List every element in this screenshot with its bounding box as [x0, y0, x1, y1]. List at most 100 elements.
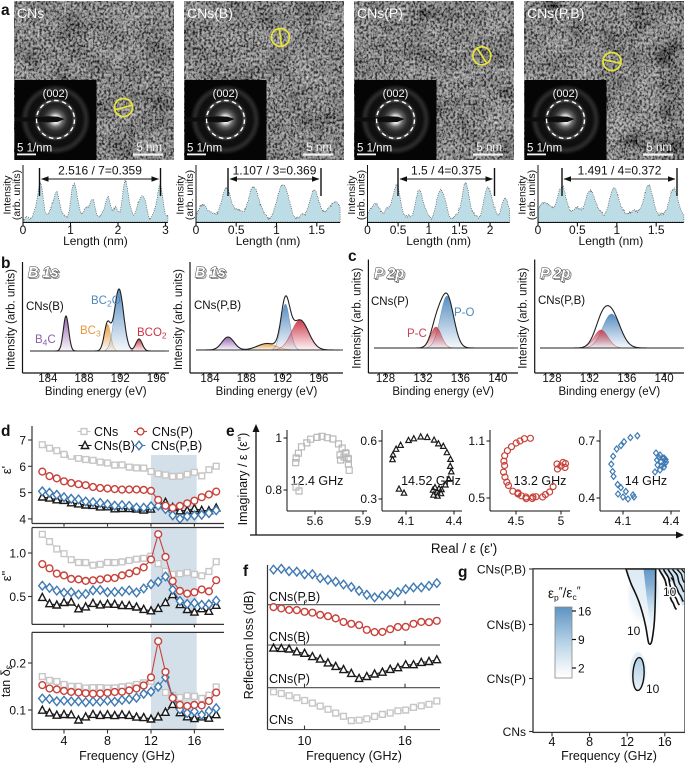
svg-text:tan δε: tan δε [0, 664, 15, 697]
svg-text:1.5: 1.5 [451, 223, 468, 237]
svg-text:12: 12 [620, 735, 634, 749]
svg-text:10: 10 [646, 682, 660, 696]
svg-text:188: 188 [74, 373, 93, 385]
svg-text:CNs(P): CNs(P) [487, 672, 526, 686]
svg-text:Intensity: Intensity [175, 175, 187, 215]
svg-text:4.1: 4.1 [615, 514, 632, 528]
svg-text:(arb. units): (arb. units) [356, 170, 368, 220]
svg-text:10: 10 [627, 624, 641, 638]
svg-text:196: 196 [309, 373, 328, 385]
svg-text:CNs(B): CNs(B) [487, 618, 526, 632]
svg-text:CNs(P): CNs(P) [152, 425, 193, 439]
svg-text:3: 3 [162, 223, 169, 237]
svg-text:CNs(B): CNs(B) [94, 439, 135, 453]
svg-text:(arb. units): (arb. units) [11, 170, 23, 220]
svg-text:P 2p: P 2p [541, 267, 571, 283]
svg-text:1.5: 1.5 [308, 223, 325, 237]
svg-text:0.5: 0.5 [468, 491, 485, 505]
svg-text:1: 1 [613, 223, 620, 237]
svg-text:BCO2: BCO2 [137, 327, 167, 341]
svg-text:(002): (002) [43, 88, 69, 100]
svg-text:0: 0 [20, 223, 27, 237]
svg-text:B 1s: B 1s [29, 266, 60, 282]
svg-text:0.5: 0.5 [390, 223, 407, 237]
svg-text:CNs: CNs [94, 425, 118, 439]
svg-text:CNs(B): CNs(B) [187, 5, 233, 21]
svg-text:εp″/εc″: εp″/εc″ [548, 585, 581, 603]
svg-text:Binding energy (eV): Binding energy (eV) [216, 386, 318, 398]
svg-text:Imaginary / ε (ε"): Imaginary / ε (ε") [236, 433, 250, 526]
svg-text:(arb. units): (arb. units) [184, 170, 196, 220]
svg-text:Length (nm): Length (nm) [406, 234, 471, 248]
svg-text:0.7: 0.7 [578, 434, 595, 448]
svg-text:9: 9 [578, 633, 585, 647]
svg-text:136: 136 [617, 373, 636, 385]
svg-text:CNs(P,B): CNs(P,B) [477, 563, 526, 577]
svg-text:Binding energy (eV): Binding energy (eV) [45, 386, 147, 398]
svg-text:0.3: 0.3 [360, 492, 377, 506]
svg-text:BC2O: BC2O [91, 295, 121, 309]
svg-text:1.0: 1.0 [9, 547, 26, 561]
svg-text:1.5: 1.5 [648, 223, 665, 237]
svg-text:ε": ε" [0, 570, 14, 581]
svg-text:1.5 / 4=0.375: 1.5 / 4=0.375 [411, 164, 482, 178]
svg-text:192: 192 [111, 373, 130, 385]
svg-text:CNs: CNs [17, 5, 44, 21]
svg-text:128: 128 [376, 373, 395, 385]
svg-text:Intensity (arb. units): Intensity (arb. units) [351, 268, 363, 369]
svg-text:14.52 GHz: 14.52 GHz [401, 474, 461, 488]
svg-text:128: 128 [542, 373, 561, 385]
svg-text:4.5: 4.5 [508, 514, 525, 528]
svg-text:Intensity: Intensity [2, 175, 14, 215]
svg-text:CNs(P,B): CNs(P,B) [538, 295, 585, 307]
svg-text:CNs(P): CNs(P) [269, 672, 310, 686]
svg-text:B 1s: B 1s [28, 265, 59, 281]
svg-text:Intensity (arb. units): Intensity (arb. units) [6, 269, 18, 370]
svg-text:5 nm: 5 nm [306, 142, 332, 154]
svg-text:Intensity (arb. units): Intensity (arb. units) [518, 268, 530, 369]
svg-text:CNs: CNs [269, 713, 293, 727]
svg-text:5 1/nm: 5 1/nm [527, 143, 562, 155]
svg-text:16: 16 [187, 734, 201, 748]
svg-text:4: 4 [19, 512, 26, 526]
svg-text:1: 1 [275, 431, 282, 445]
svg-text:c: c [348, 248, 357, 265]
svg-text:13.2 GHz: 13.2 GHz [514, 474, 567, 488]
svg-text:132: 132 [413, 373, 432, 385]
svg-text:B4C: B4C [35, 334, 56, 348]
svg-text:BC3: BC3 [80, 325, 101, 339]
svg-text:2: 2 [115, 223, 122, 237]
svg-text:12.4 GHz: 12.4 GHz [291, 474, 344, 488]
svg-text:16: 16 [578, 605, 592, 619]
svg-text:8: 8 [586, 735, 593, 749]
svg-text:1: 1 [67, 223, 74, 237]
svg-text:4.4: 4.4 [446, 514, 463, 528]
svg-text:1: 1 [425, 223, 432, 237]
svg-text:6: 6 [19, 460, 26, 474]
svg-text:0.6: 0.6 [360, 434, 377, 448]
svg-text:140: 140 [655, 373, 674, 385]
svg-text:5 1/nm: 5 1/nm [17, 143, 52, 155]
svg-text:0: 0 [535, 223, 542, 237]
svg-text:4.1: 4.1 [398, 514, 415, 528]
svg-text:Length (nm): Length (nm) [63, 234, 128, 248]
svg-text:0.5: 0.5 [569, 223, 586, 237]
svg-text:5 nm: 5 nm [476, 142, 502, 154]
svg-text:196: 196 [147, 373, 166, 385]
svg-text:d: d [1, 423, 10, 440]
svg-text:Binding energy (eV): Binding energy (eV) [392, 386, 494, 398]
svg-text:1.1: 1.1 [468, 434, 485, 448]
svg-text:P 2p: P 2p [375, 267, 405, 283]
svg-text:CNs(P,B): CNs(P,B) [269, 590, 320, 604]
svg-text:B 1s: B 1s [195, 265, 226, 281]
svg-text:5.9: 5.9 [355, 514, 372, 528]
svg-text:10: 10 [298, 734, 312, 748]
svg-text:0: 0 [193, 223, 200, 237]
svg-text:16: 16 [398, 734, 412, 748]
svg-text:1.491 / 4=0.372: 1.491 / 4=0.372 [578, 164, 662, 178]
svg-text:0: 0 [364, 223, 371, 237]
svg-text:10: 10 [663, 585, 677, 599]
svg-text:184: 184 [38, 373, 58, 385]
svg-text:132: 132 [580, 373, 599, 385]
svg-text:4.4: 4.4 [663, 514, 680, 528]
